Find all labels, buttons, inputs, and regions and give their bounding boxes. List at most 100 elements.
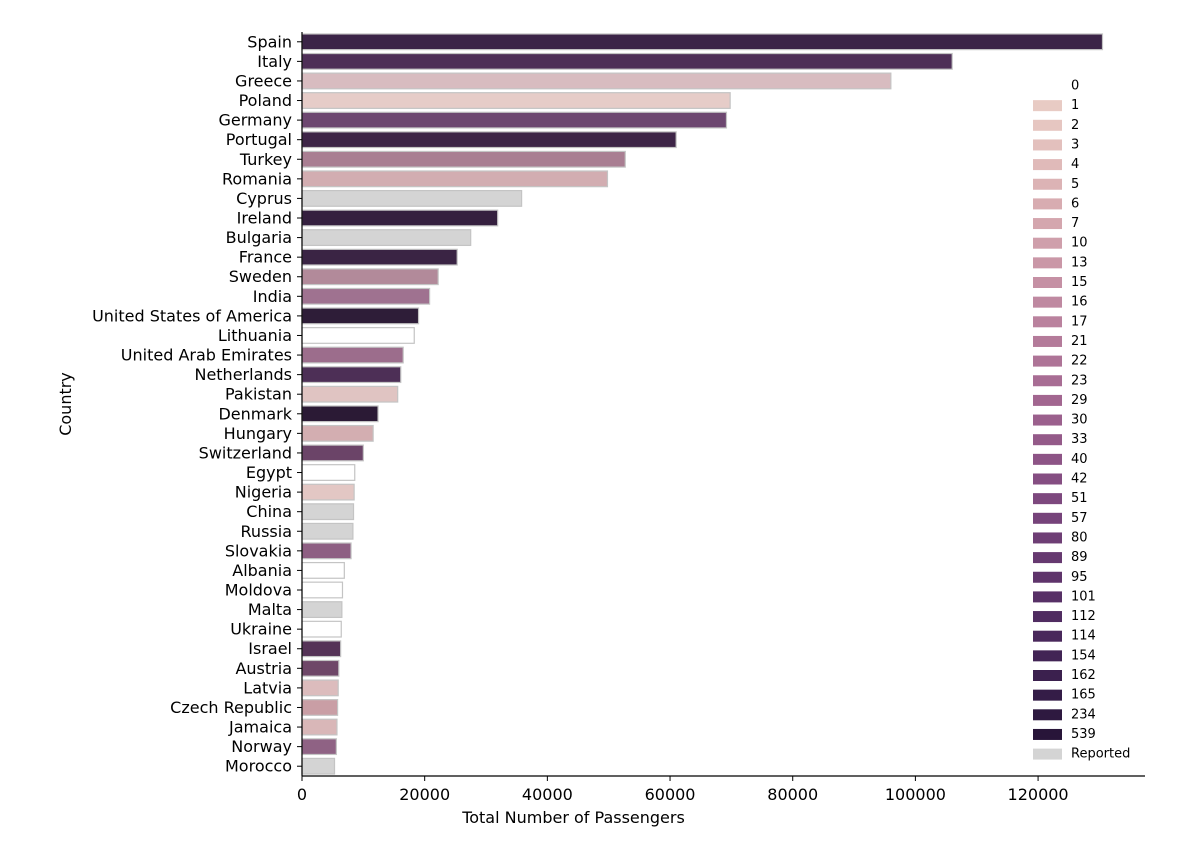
legend-label: 33 (1071, 432, 1088, 447)
bar-portugal (301, 131, 677, 149)
legend-label: 29 (1071, 393, 1088, 408)
legend-label: 17 (1071, 314, 1088, 329)
x-tick-label: 120000 (1008, 785, 1069, 804)
bars-layer (301, 33, 1104, 775)
y-tick-label: Czech Republic (170, 698, 292, 717)
legend-label: 23 (1071, 373, 1088, 388)
bar-norway (301, 738, 337, 756)
legend-label: 0 (1071, 79, 1079, 94)
legend-swatch (1033, 414, 1062, 426)
y-tick-label: Italy (257, 52, 292, 71)
legend-swatch (1033, 611, 1062, 623)
legend-label: 30 (1071, 413, 1088, 428)
legend-swatch (1033, 198, 1062, 210)
bar-morocco (301, 757, 336, 775)
y-tick-label: Latvia (243, 678, 292, 697)
bar-russia (301, 522, 354, 540)
legend-swatch (1033, 709, 1062, 721)
y-tick-label: India (253, 287, 292, 306)
y-tick-label: Cyprus (236, 189, 292, 208)
bar-spain (301, 33, 1104, 51)
y-tick-label: Poland (239, 91, 292, 110)
legend-label: 234 (1071, 707, 1096, 722)
legend-swatch (1033, 335, 1062, 347)
y-tick-label: Germany (218, 111, 292, 130)
y-tick-label: Jamaica (228, 718, 292, 737)
legend-label: 95 (1071, 570, 1088, 585)
legend-swatch (1033, 178, 1062, 190)
y-tick-label: Hungary (224, 424, 292, 443)
legend-label: 51 (1071, 491, 1088, 506)
bar-lithuania (301, 327, 415, 344)
legend-label: 5 (1071, 177, 1079, 192)
legend-swatch (1033, 218, 1062, 230)
y-tick-label: Sweden (229, 267, 292, 286)
legend-label: 165 (1071, 688, 1096, 703)
legend-swatch (1033, 355, 1062, 367)
legend-label: 1 (1071, 98, 1079, 113)
legend-swatch (1033, 375, 1062, 387)
legend-label: 80 (1071, 530, 1088, 545)
bar-malta (301, 601, 343, 619)
bar-czech-republic (301, 699, 339, 716)
legend-swatch (1033, 316, 1062, 328)
bar-cyprus (301, 189, 523, 207)
y-tick-label: Pakistan (225, 385, 292, 404)
legend-swatch (1033, 532, 1062, 544)
y-tick-label: Malta (248, 600, 292, 619)
y-tick-label: Norway (231, 737, 292, 756)
legend-swatch (1033, 552, 1062, 564)
bar-denmark (301, 405, 379, 423)
y-tick-label: Bulgaria (226, 228, 292, 247)
y-tick-label: Netherlands (194, 365, 292, 384)
y-tick-label: Lithuania (218, 326, 292, 345)
y-tick-label: Slovakia (225, 541, 292, 560)
legend-swatch (1033, 100, 1062, 112)
y-axis-label: Country (56, 372, 75, 436)
legend-label: 6 (1071, 196, 1079, 211)
legend-swatch (1033, 670, 1062, 681)
bar-bulgaria (301, 229, 472, 247)
y-tick-label: Switzerland (199, 443, 292, 462)
legend-swatch (1033, 473, 1062, 485)
legend-label: 112 (1071, 609, 1096, 624)
country-labels: SpainItalyGreecePolandGermanyPortugalTur… (92, 32, 302, 776)
y-tick-label: Morocco (225, 757, 292, 776)
x-axis-label: Total Number of Passengers (461, 808, 685, 827)
bar-nigeria (301, 483, 355, 501)
y-tick-label: Israel (248, 639, 292, 658)
y-tick-label: China (246, 502, 292, 521)
y-tick-label: Greece (235, 71, 292, 90)
y-tick-label: Moldova (225, 581, 292, 600)
y-tick-label: Nigeria (235, 483, 292, 502)
legend-swatch (1033, 277, 1062, 288)
legend-swatch (1033, 296, 1062, 308)
legend-label: 16 (1071, 295, 1088, 310)
legend-label: 4 (1071, 157, 1079, 172)
bar-italy (301, 52, 953, 70)
bar-egypt (301, 464, 356, 481)
legend-swatch (1033, 748, 1062, 760)
legend-label: 42 (1071, 472, 1088, 487)
x-ticks: 0 20000 40000 60000 80000 100000 120000 (297, 776, 1069, 804)
bar-moldova (301, 581, 344, 599)
y-tick-label: Albania (232, 561, 292, 580)
legend: 0123456710131516172122232930334042515780… (1032, 79, 1130, 762)
bar-poland (301, 92, 731, 109)
y-tick-label: Denmark (218, 404, 292, 423)
legend-label: 154 (1071, 648, 1096, 663)
bar-france (301, 248, 458, 266)
bar-germany (301, 111, 728, 129)
legend-swatch (1033, 257, 1062, 269)
bar-austria (301, 659, 340, 677)
bar-latvia (301, 679, 339, 697)
legend-swatch (1033, 591, 1062, 603)
legend-swatch (1033, 630, 1062, 642)
legend-swatch (1033, 237, 1062, 249)
y-tick-label: United Arab Emirates (121, 346, 292, 365)
legend-label: 40 (1071, 452, 1088, 467)
bar-greece (301, 72, 892, 90)
bar-netherlands (301, 366, 402, 384)
legend-label: Reported (1071, 747, 1130, 762)
